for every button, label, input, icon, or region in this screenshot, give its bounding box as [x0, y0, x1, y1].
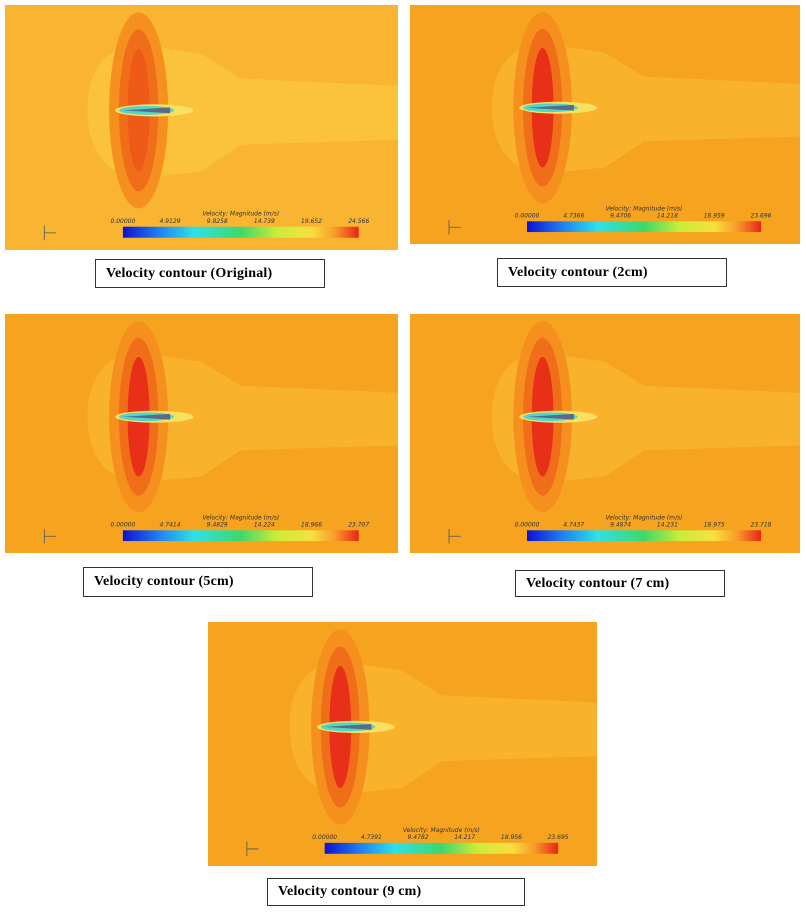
colorbar-tick-label: 4.7391	[361, 834, 382, 841]
colorbar-title: Velocity: Magnitude (m/s)	[202, 515, 279, 522]
colorbar-tick-label: 0.00000	[515, 213, 540, 220]
contour-panel: Velocity: Magnitude (m/s) 0.00000 4.7437 9.…	[410, 314, 800, 553]
colorbar-tick-label: 18.975	[704, 522, 725, 529]
colorbar-tick-label: 0.00000	[312, 834, 337, 841]
colorbar-tick-label: 4.9129	[160, 218, 181, 225]
caption: Velocity contour (7 cm)	[515, 570, 725, 597]
colorbar-tick-label: 23.718	[751, 522, 772, 529]
colorbar-tick-label: 9.4782	[408, 834, 429, 841]
body	[122, 107, 171, 114]
colorbar-tick-label: 19.652	[301, 218, 322, 225]
contour-image: Velocity: Magnitude (m/s) 0.00000 4.7391 9.…	[208, 622, 597, 866]
colorbar-tick-label: 14.739	[254, 218, 275, 225]
colorbar-tick-label: 14.231	[657, 522, 678, 529]
axis-triad	[43, 225, 57, 241]
contour-image: Velocity: Magnitude (m/s) 0.00000 4.7414 9.…	[5, 314, 398, 553]
axis-triad	[43, 529, 57, 544]
body	[527, 104, 574, 111]
contour-panel: Velocity: Magnitude (m/s) 0.00000 4.7366 9.…	[410, 5, 800, 244]
colorbar-tick-label: 18.966	[301, 522, 322, 529]
colorbar-tick-label: 9.4874	[610, 522, 631, 529]
colorbar	[122, 530, 359, 542]
colorbar-tick-label: 4.7437	[563, 522, 584, 529]
colorbar-tick-label: 14.224	[254, 522, 275, 529]
colorbar-tick-label: 9.4706	[610, 213, 631, 220]
colorbar-tick-label: 24.566	[348, 218, 369, 225]
colorbar	[324, 842, 559, 854]
caption: Velocity contour (9 cm)	[267, 878, 525, 906]
body	[527, 413, 574, 420]
colorbar-title: Velocity: Magnitude (m/s)	[403, 827, 480, 834]
axis-triad	[448, 529, 461, 544]
contour-image: Velocity: Magnitude (m/s) 0.00000 4.7437 9.…	[410, 314, 800, 553]
colorbar-tick-label: 4.7414	[160, 522, 181, 529]
colorbar-tick-label: 0.00000	[110, 522, 135, 529]
caption: Velocity contour (Original)	[95, 259, 325, 288]
colorbar-tick-label: 23.695	[548, 834, 569, 841]
colorbar-tick-label: 23.696	[751, 213, 772, 220]
colorbar-tick-label: 0.00000	[515, 522, 540, 529]
contour-image: Velocity: Magnitude (m/s) 0.00000 4.9129 9.…	[5, 5, 398, 250]
colorbar	[122, 226, 359, 238]
axis-triad	[448, 220, 461, 235]
colorbar-tick-label: 18.956	[501, 834, 522, 841]
caption: Velocity contour (5cm)	[83, 567, 313, 597]
contour-image: Velocity: Magnitude (m/s) 0.00000 4.7366 9.…	[410, 5, 800, 244]
caption: Velocity contour (2cm)	[497, 258, 727, 287]
colorbar-tick-label: 9.8258	[207, 218, 228, 225]
body	[324, 723, 372, 730]
colorbar-tick-label: 0.00000	[110, 218, 135, 225]
colorbar	[527, 530, 761, 542]
body	[122, 413, 171, 420]
colorbar-tick-label: 14.218	[657, 213, 678, 220]
colorbar	[527, 221, 761, 233]
colorbar-tick-label: 18.959	[704, 213, 725, 220]
colorbar-tick-label: 14.217	[454, 834, 475, 841]
contour-panel: Velocity: Magnitude (m/s) 0.00000 4.9129 9.…	[5, 5, 398, 250]
colorbar-tick-label: 4.7366	[563, 213, 584, 220]
colorbar-title: Velocity: Magnitude (m/s)	[202, 211, 279, 218]
colorbar-tick-label: 23.707	[348, 522, 369, 529]
colorbar-tick-label: 9.4829	[207, 522, 228, 529]
axis-triad	[246, 841, 259, 857]
contour-panel: Velocity: Magnitude (m/s) 0.00000 4.7391 9.…	[208, 622, 597, 866]
colorbar-title: Velocity: Magnitude (m/s)	[606, 206, 683, 213]
colorbar-title: Velocity: Magnitude (m/s)	[606, 515, 683, 522]
contour-panel: Velocity: Magnitude (m/s) 0.00000 4.7414 9.…	[5, 314, 398, 553]
